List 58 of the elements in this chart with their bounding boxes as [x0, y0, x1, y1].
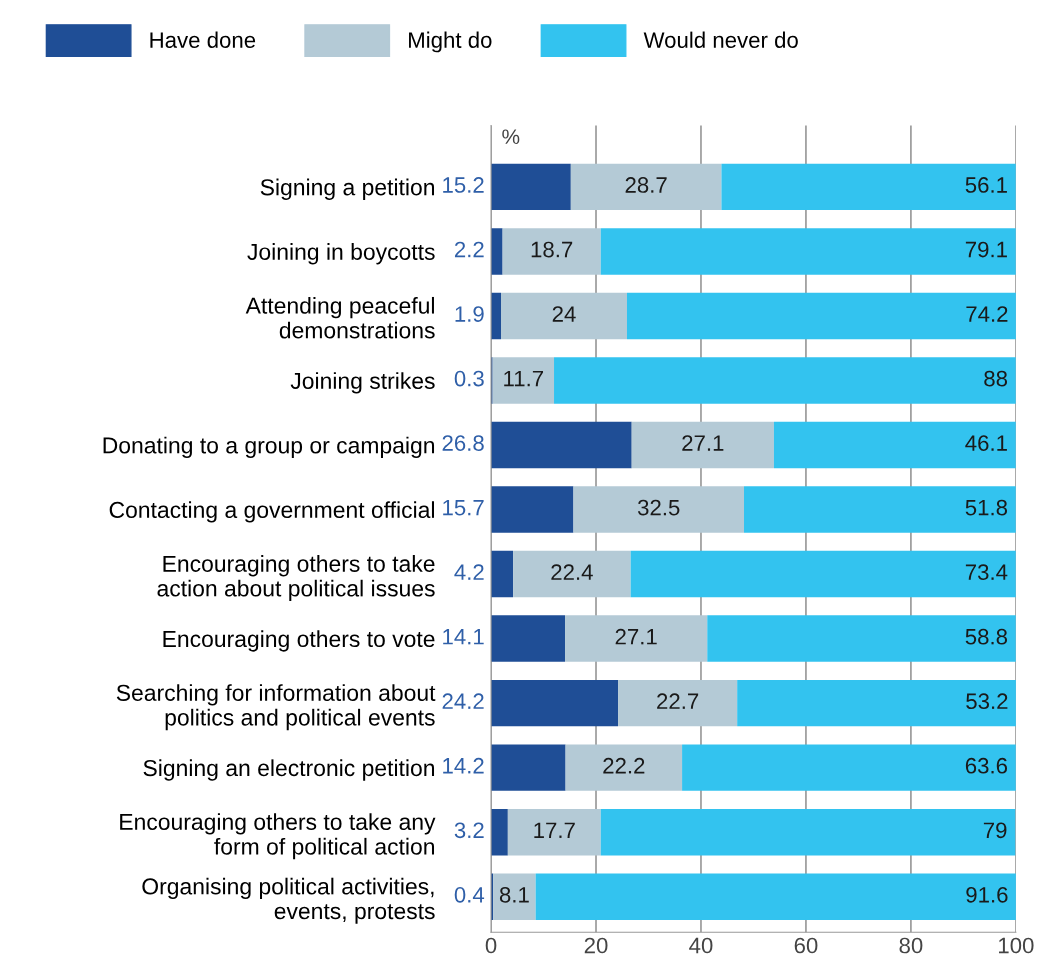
data-label: 18.7	[531, 241, 573, 258]
y-tick-label: Donating to a group or campaign	[103, 436, 435, 459]
data-label: 26.8	[442, 435, 484, 451]
data-label: 73.4	[965, 564, 1008, 581]
data-label: 1.9	[455, 306, 484, 322]
data-label: 63.6	[965, 757, 1008, 774]
y-tick-label: Joining strikes	[290, 372, 435, 394]
data-label: 46.1	[965, 435, 1007, 451]
data-label: 8.1	[499, 886, 529, 903]
data-label: 56.1	[965, 177, 1007, 193]
data-label: 32.5	[637, 499, 680, 516]
x-tick-label: 0	[485, 937, 497, 954]
x-tick-label: 100	[999, 937, 1034, 954]
data-label: 3.2	[454, 822, 484, 839]
data-label: 24	[552, 306, 576, 322]
data-label: 14.1	[443, 629, 484, 645]
data-label: 27.1	[615, 628, 657, 645]
y-tick-label: Signing a petition	[260, 178, 435, 200]
y-tick-label: Signing an electronic petition	[143, 759, 435, 781]
legend-label: Would never do	[643, 31, 798, 48]
data-label: 15.7	[443, 499, 484, 516]
data-label: 22.7	[657, 693, 699, 709]
legend-label: Have done	[150, 31, 256, 48]
data-label: 28.7	[625, 177, 667, 193]
x-tick-label: 40	[689, 937, 713, 954]
x-tick-label: 60	[794, 937, 818, 954]
y-tick-label: Attending peaceful demonstrations	[245, 296, 435, 339]
data-label: 4.2	[454, 564, 484, 580]
data-label: 11.7	[504, 370, 544, 387]
data-label: 0.4	[454, 886, 485, 903]
y-tick-label: Joining in boycotts	[247, 243, 435, 265]
x-axis-title: %	[502, 129, 520, 144]
y-tick-label: Searching for information about politics and political events	[116, 684, 436, 731]
data-label: 91.6	[966, 886, 1008, 903]
data-label: 53.2	[966, 693, 1008, 710]
y-tick-label: Encouraging others to take action about political issues	[157, 555, 435, 602]
data-label: 15.2	[443, 177, 484, 193]
legend-label: Might do	[409, 31, 492, 53]
data-label: 0.3	[454, 370, 484, 387]
data-label: 14.2	[443, 757, 484, 774]
data-label: 79	[983, 822, 1007, 839]
data-label: 22.4	[551, 564, 593, 580]
x-tick-label: 80	[899, 937, 923, 954]
y-tick-label: Encouraging others to vote	[163, 630, 435, 652]
data-label: 74.2	[966, 306, 1008, 322]
data-label: 22.2	[603, 757, 645, 774]
data-label: 88	[984, 370, 1008, 387]
data-label: 58.8	[965, 628, 1008, 645]
data-label: 2.2	[454, 241, 484, 258]
data-label: 17.7	[534, 822, 575, 838]
data-label: 79.1	[965, 241, 1007, 258]
data-label: 24.2	[442, 693, 484, 709]
data-label: 51.8	[965, 499, 1008, 516]
y-tick-label: Encouraging others to take any form of political action	[120, 813, 436, 860]
data-label: 27.1	[682, 435, 724, 451]
x-tick-label: 20	[584, 937, 608, 954]
y-tick-label: Organising political activities, events, protests	[142, 877, 435, 924]
y-tick-label: Contacting a government official	[109, 501, 434, 523]
